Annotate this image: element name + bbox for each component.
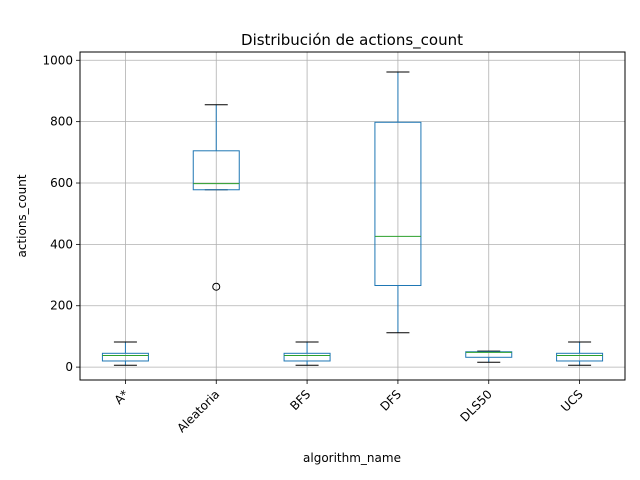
y-tick-label: 0 — [65, 360, 73, 374]
outlier-point — [212, 282, 221, 291]
box-iqr — [101, 352, 149, 362]
box-iqr — [465, 351, 513, 358]
box-Aleatoria — [192, 104, 240, 291]
boxes — [101, 71, 604, 366]
y-tick-label: 800 — [50, 115, 73, 129]
box-iqr — [556, 352, 604, 362]
y-axis-label: actions_count — [15, 174, 29, 257]
box-DLS50 — [465, 350, 513, 363]
box-DFS — [374, 71, 422, 334]
box-iqr — [192, 150, 240, 191]
y-tick-label: 1000 — [42, 53, 73, 67]
box-BFS — [283, 341, 331, 366]
box-A* — [101, 341, 149, 366]
y-tick-label: 400 — [50, 237, 73, 251]
box-iqr — [374, 121, 422, 286]
y-axis: 0 200 400 600 800 1000 — [42, 53, 80, 374]
box-iqr — [283, 352, 331, 362]
box-UCS — [556, 341, 604, 366]
chart-title: Distribución de actions_count — [241, 31, 463, 50]
y-tick-label: 200 — [50, 299, 73, 313]
plot-frame — [79, 51, 626, 381]
x-axis-label: algorithm_name — [303, 451, 401, 465]
y-tick-label: 600 — [50, 176, 73, 190]
